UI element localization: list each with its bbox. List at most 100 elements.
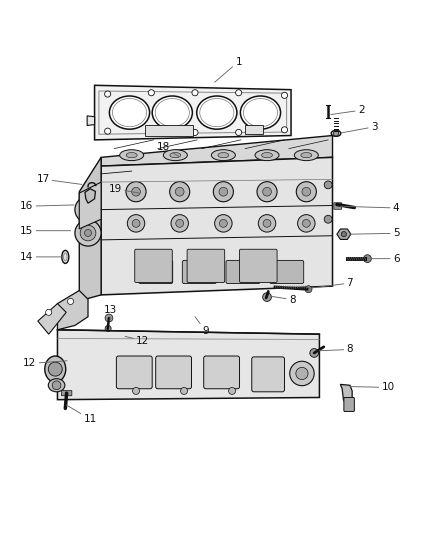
Circle shape xyxy=(52,381,61,390)
Ellipse shape xyxy=(126,152,137,158)
Circle shape xyxy=(171,215,188,232)
FancyBboxPatch shape xyxy=(187,249,225,282)
Ellipse shape xyxy=(48,379,65,392)
Circle shape xyxy=(236,130,242,135)
Circle shape xyxy=(302,188,311,196)
Polygon shape xyxy=(340,384,352,404)
Polygon shape xyxy=(79,157,101,301)
FancyBboxPatch shape xyxy=(240,249,277,282)
Circle shape xyxy=(296,182,316,202)
Circle shape xyxy=(105,91,111,97)
Polygon shape xyxy=(87,116,95,125)
Text: 8: 8 xyxy=(319,344,353,354)
FancyBboxPatch shape xyxy=(155,356,191,389)
Circle shape xyxy=(263,220,271,227)
Text: 17: 17 xyxy=(36,174,82,184)
Text: 13: 13 xyxy=(104,304,117,321)
Ellipse shape xyxy=(331,130,341,136)
Circle shape xyxy=(132,188,141,196)
Ellipse shape xyxy=(218,152,229,158)
Circle shape xyxy=(324,215,332,223)
Circle shape xyxy=(46,309,52,316)
FancyBboxPatch shape xyxy=(270,261,304,284)
Circle shape xyxy=(364,255,371,263)
Text: 5: 5 xyxy=(350,228,399,238)
Circle shape xyxy=(126,182,146,202)
Ellipse shape xyxy=(212,150,235,160)
FancyBboxPatch shape xyxy=(334,203,342,209)
Polygon shape xyxy=(337,229,351,239)
Polygon shape xyxy=(101,135,332,166)
Circle shape xyxy=(305,286,312,293)
Circle shape xyxy=(132,220,140,227)
Polygon shape xyxy=(101,157,332,295)
Polygon shape xyxy=(85,189,95,203)
Ellipse shape xyxy=(294,150,318,160)
Text: 4: 4 xyxy=(340,203,399,213)
Text: 2: 2 xyxy=(331,105,364,115)
Ellipse shape xyxy=(45,356,66,382)
Text: 3: 3 xyxy=(341,122,378,133)
Text: 1: 1 xyxy=(215,56,242,82)
Circle shape xyxy=(80,202,96,217)
Circle shape xyxy=(257,182,277,202)
Circle shape xyxy=(282,92,288,99)
Circle shape xyxy=(229,387,236,394)
Text: 12: 12 xyxy=(23,358,67,368)
Circle shape xyxy=(215,215,232,232)
Text: 12: 12 xyxy=(125,336,149,346)
Circle shape xyxy=(105,326,111,332)
Circle shape xyxy=(176,220,184,227)
Polygon shape xyxy=(57,290,88,330)
FancyBboxPatch shape xyxy=(204,356,240,389)
Circle shape xyxy=(258,215,276,232)
Circle shape xyxy=(148,90,154,96)
Circle shape xyxy=(263,188,272,196)
Ellipse shape xyxy=(255,150,279,160)
Circle shape xyxy=(175,188,184,196)
Circle shape xyxy=(310,349,318,357)
Ellipse shape xyxy=(163,150,187,160)
Circle shape xyxy=(133,387,140,394)
Ellipse shape xyxy=(301,152,312,158)
Text: 14: 14 xyxy=(20,252,62,262)
Polygon shape xyxy=(38,304,66,334)
Text: 10: 10 xyxy=(350,383,395,392)
Circle shape xyxy=(341,231,346,237)
Circle shape xyxy=(127,215,145,232)
Circle shape xyxy=(170,182,190,202)
Text: 18: 18 xyxy=(157,142,179,157)
Circle shape xyxy=(282,127,288,133)
Circle shape xyxy=(48,362,62,376)
Polygon shape xyxy=(95,85,291,140)
FancyBboxPatch shape xyxy=(139,261,173,284)
Circle shape xyxy=(75,220,101,246)
FancyBboxPatch shape xyxy=(135,249,172,282)
Ellipse shape xyxy=(152,96,192,129)
Ellipse shape xyxy=(62,251,69,263)
FancyBboxPatch shape xyxy=(252,357,285,392)
Polygon shape xyxy=(79,182,101,229)
Ellipse shape xyxy=(197,96,237,129)
Circle shape xyxy=(192,130,198,135)
Circle shape xyxy=(333,131,339,136)
FancyBboxPatch shape xyxy=(145,125,193,135)
FancyBboxPatch shape xyxy=(182,261,216,284)
Circle shape xyxy=(219,220,227,227)
Ellipse shape xyxy=(120,150,144,160)
Ellipse shape xyxy=(110,96,150,129)
Text: 8: 8 xyxy=(271,295,296,305)
Circle shape xyxy=(80,225,96,241)
Circle shape xyxy=(192,90,198,96)
Ellipse shape xyxy=(170,152,181,158)
Circle shape xyxy=(219,188,228,196)
Text: 9: 9 xyxy=(195,317,209,336)
Text: 7: 7 xyxy=(309,278,353,288)
Ellipse shape xyxy=(261,152,272,158)
Circle shape xyxy=(85,206,92,213)
Circle shape xyxy=(105,128,111,134)
FancyBboxPatch shape xyxy=(245,125,263,134)
Circle shape xyxy=(180,387,187,394)
Circle shape xyxy=(148,130,154,135)
Circle shape xyxy=(302,220,310,227)
